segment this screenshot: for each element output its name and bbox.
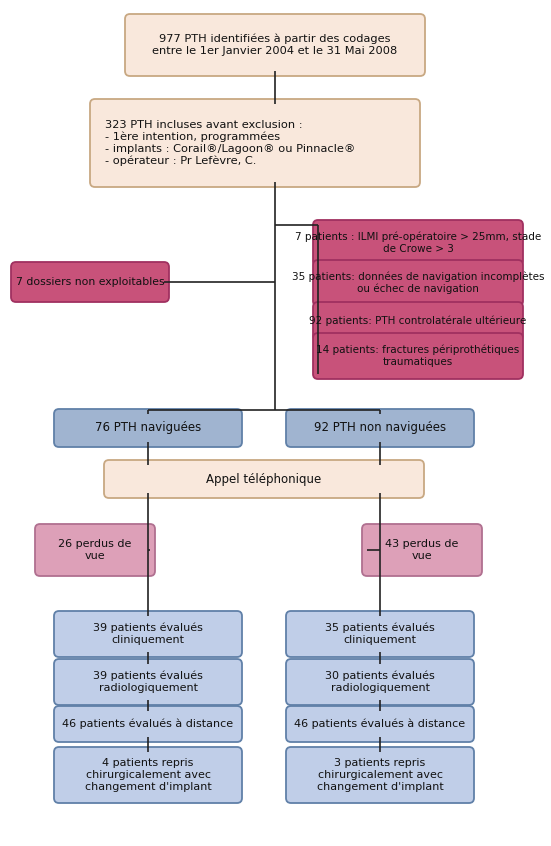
Text: Appel téléphonique: Appel téléphonique — [207, 473, 322, 486]
Text: 35 patients: données de navigation incomplètes
ou échec de navigation: 35 patients: données de navigation incom… — [291, 272, 544, 294]
FancyBboxPatch shape — [286, 706, 474, 742]
FancyBboxPatch shape — [286, 747, 474, 803]
FancyBboxPatch shape — [362, 524, 482, 576]
FancyBboxPatch shape — [104, 460, 424, 498]
Text: 35 patients évalués
cliniquement: 35 patients évalués cliniquement — [325, 623, 435, 645]
Text: 39 patients évalués
radiologiquement: 39 patients évalués radiologiquement — [93, 671, 203, 693]
FancyBboxPatch shape — [286, 659, 474, 705]
FancyBboxPatch shape — [286, 409, 474, 447]
Text: 92 PTH non naviguées: 92 PTH non naviguées — [314, 421, 446, 435]
FancyBboxPatch shape — [313, 260, 523, 306]
FancyBboxPatch shape — [54, 659, 242, 705]
Text: 7 dossiers non exploitables: 7 dossiers non exploitables — [15, 277, 164, 287]
Text: 26 perdus de
vue: 26 perdus de vue — [58, 539, 132, 561]
FancyBboxPatch shape — [35, 524, 155, 576]
FancyBboxPatch shape — [286, 611, 474, 657]
Text: 14 patients: fractures périprothétiques
traumatiques: 14 patients: fractures périprothétiques … — [316, 345, 520, 367]
FancyBboxPatch shape — [54, 611, 242, 657]
Text: 46 patients évalués à distance: 46 patients évalués à distance — [62, 719, 234, 729]
FancyBboxPatch shape — [313, 333, 523, 379]
Text: 43 perdus de
vue: 43 perdus de vue — [385, 539, 458, 561]
FancyBboxPatch shape — [54, 706, 242, 742]
FancyBboxPatch shape — [125, 14, 425, 76]
FancyBboxPatch shape — [90, 99, 420, 187]
Text: 323 PTH incluses avant exclusion :
- 1ère intention, programmées
- implants : Co: 323 PTH incluses avant exclusion : - 1èr… — [105, 120, 355, 166]
FancyBboxPatch shape — [54, 747, 242, 803]
Text: 977 PTH identifiées à partir des codages
entre le 1er Janvier 2004 et le 31 Mai : 977 PTH identifiées à partir des codages… — [153, 34, 398, 56]
FancyBboxPatch shape — [313, 220, 523, 266]
Text: 39 patients évalués
cliniquement: 39 patients évalués cliniquement — [93, 623, 203, 645]
FancyBboxPatch shape — [54, 409, 242, 447]
Text: 76 PTH naviguées: 76 PTH naviguées — [95, 421, 201, 435]
Text: 3 patients repris
chirurgicalement avec
changement d'implant: 3 patients repris chirurgicalement avec … — [317, 758, 444, 792]
FancyBboxPatch shape — [313, 302, 523, 340]
Text: 92 patients: PTH controlatérale ultérieure: 92 patients: PTH controlatérale ultérieu… — [309, 316, 527, 327]
FancyBboxPatch shape — [11, 262, 169, 302]
Text: 4 patients repris
chirurgicalement avec
changement d'implant: 4 patients repris chirurgicalement avec … — [85, 758, 212, 792]
Text: 30 patients évalués
radiologiquement: 30 patients évalués radiologiquement — [325, 671, 435, 693]
Text: 7 patients : ILMI pré-opératoire > 25mm, stade
de Crowe > 3: 7 patients : ILMI pré-opératoire > 25mm,… — [295, 232, 541, 254]
Text: 46 patients évalués à distance: 46 patients évalués à distance — [294, 719, 466, 729]
